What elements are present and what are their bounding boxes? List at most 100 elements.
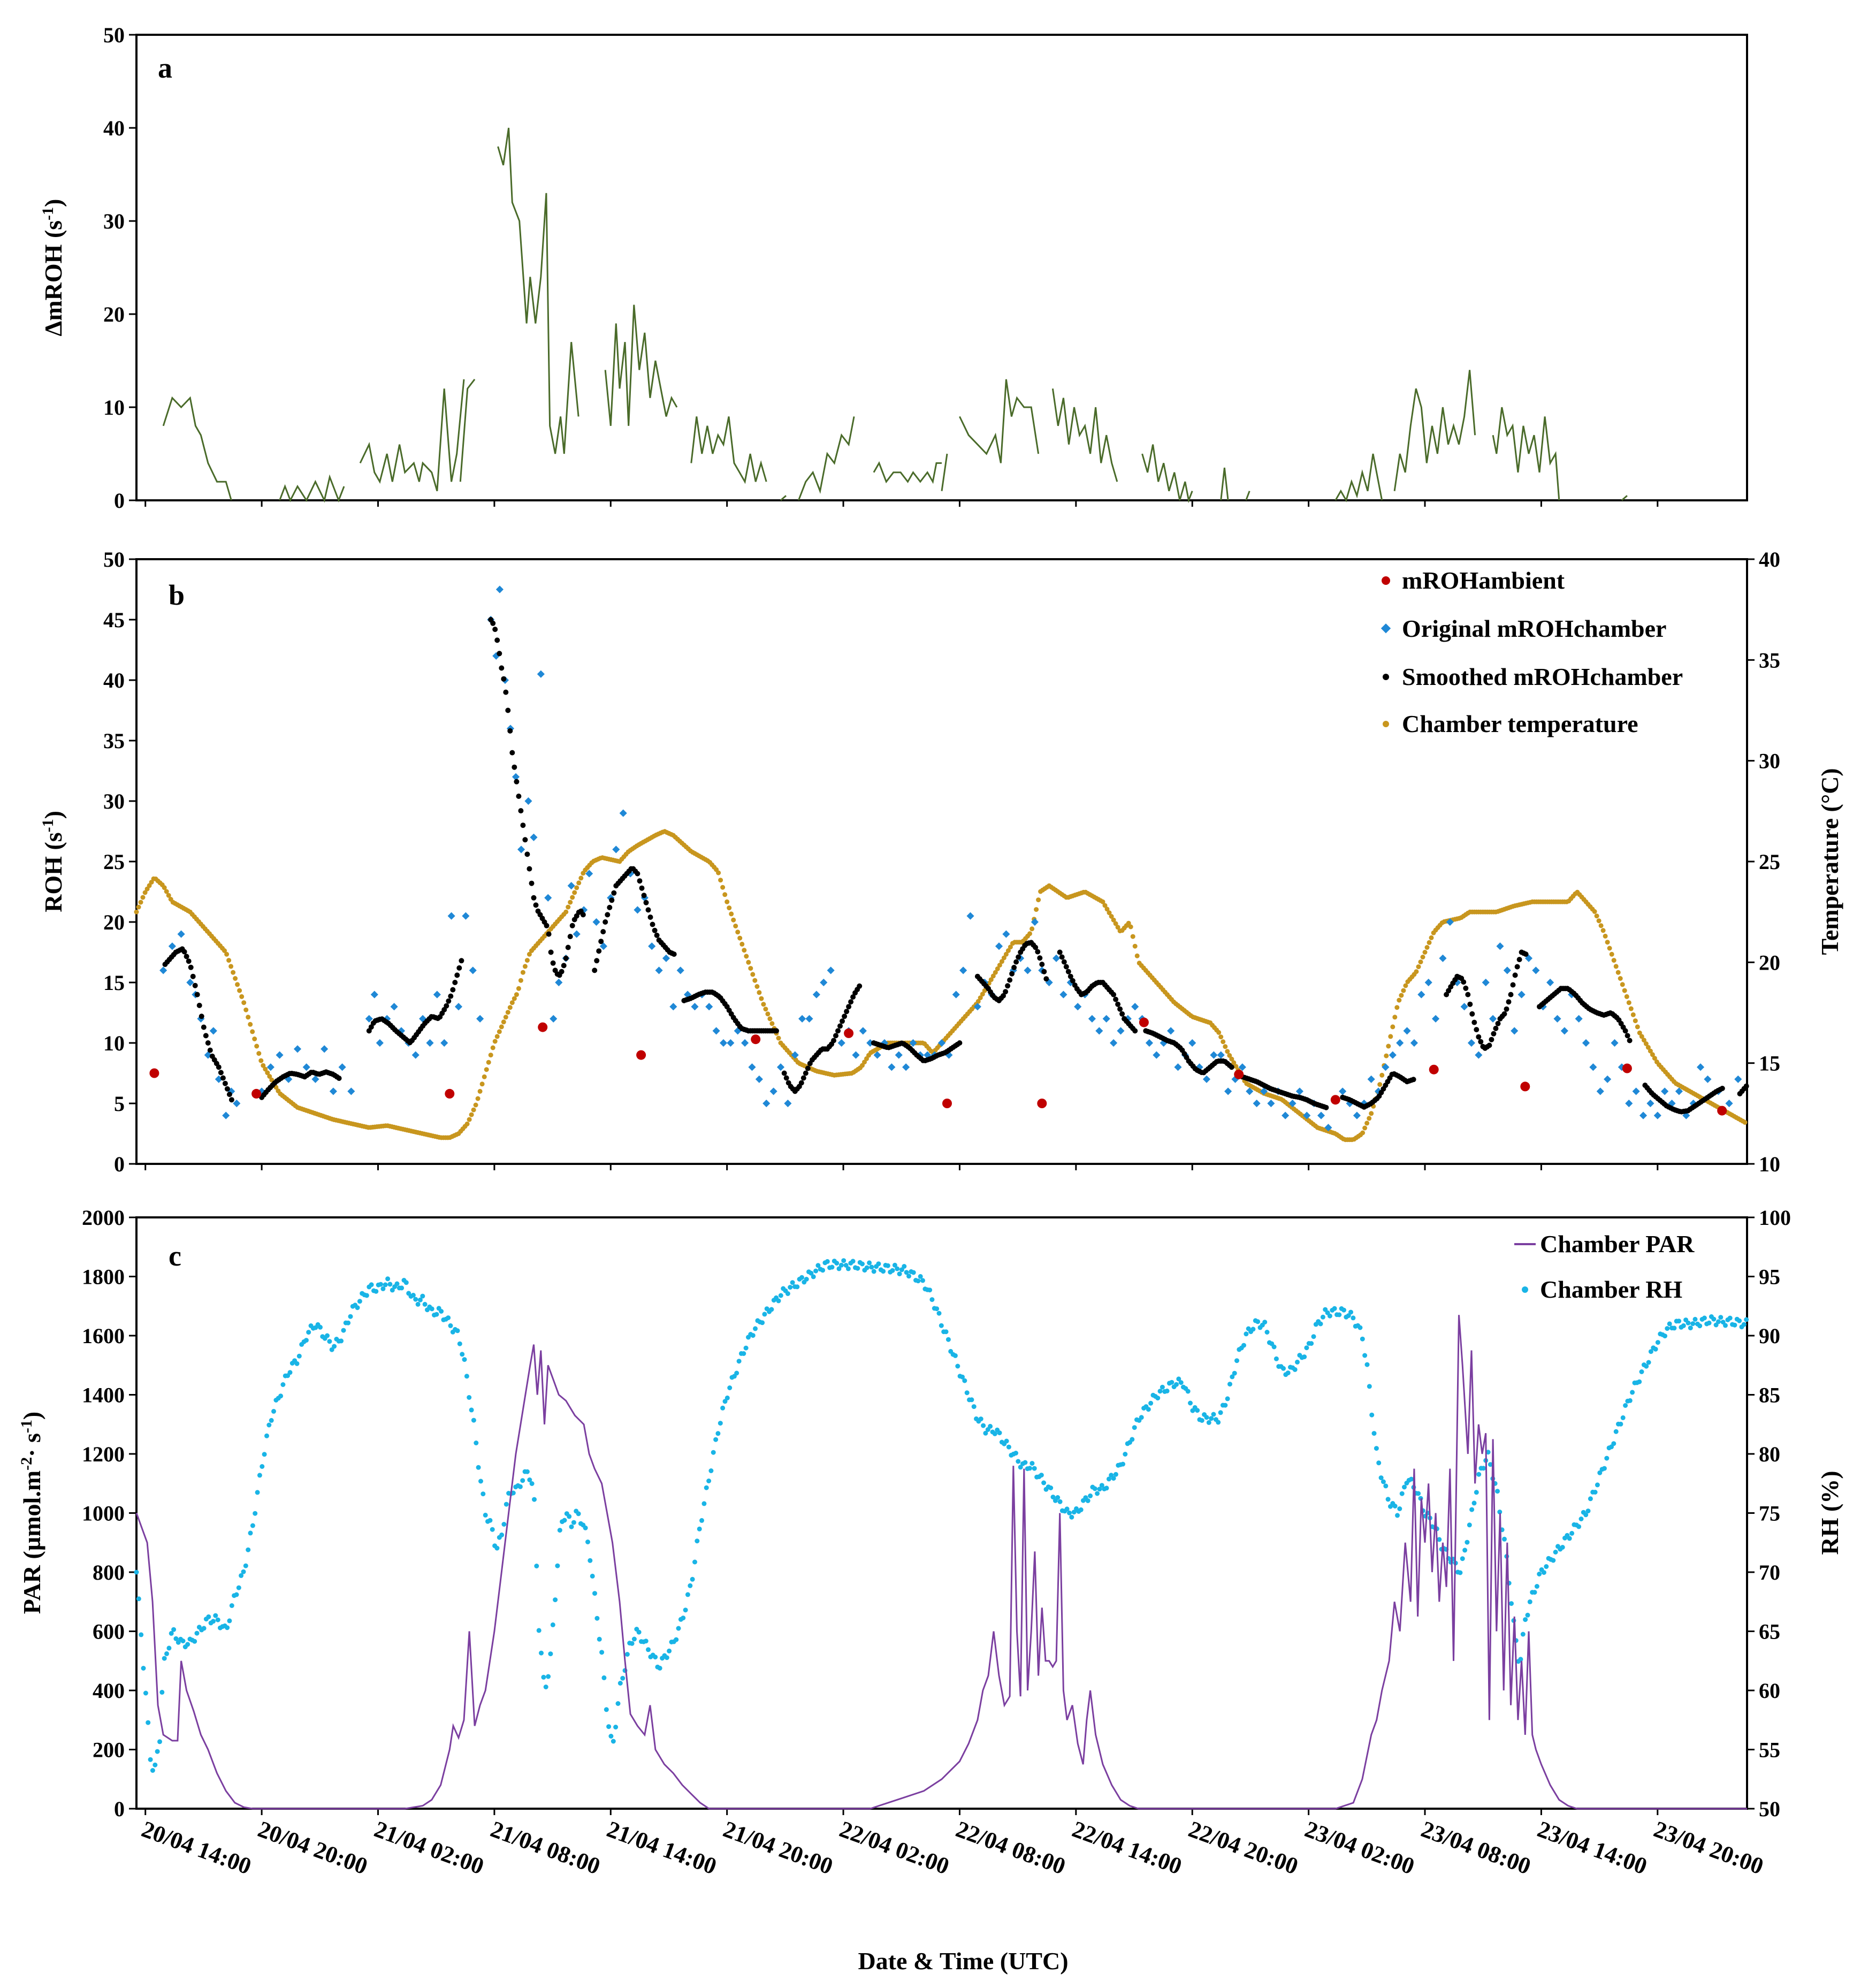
temperature-point: [988, 977, 994, 982]
rh-point: [1402, 1484, 1407, 1490]
smoothed-mroh-point: [188, 964, 194, 970]
rh-point: [1611, 1441, 1616, 1446]
original-mroh-point: [544, 894, 552, 902]
smoothed-mroh-point: [446, 998, 452, 1004]
rh-point: [527, 1477, 532, 1482]
rh-point: [271, 1408, 276, 1414]
rh-point: [1374, 1446, 1379, 1451]
rh-point: [1113, 1472, 1118, 1477]
smoothed-mroh-point: [609, 897, 615, 903]
temperature-point: [765, 1011, 771, 1017]
rh-point: [332, 1344, 337, 1349]
rh-point: [490, 1527, 495, 1532]
smoothed-mroh-point: [652, 927, 658, 933]
smoothed-mroh-point: [1489, 1037, 1494, 1042]
rh-point: [997, 1430, 1002, 1436]
original-mroh-point: [995, 942, 1003, 950]
rh-point: [229, 1603, 234, 1608]
smoothed-mroh-point: [1495, 1020, 1501, 1026]
smoothed-mroh-point: [546, 931, 552, 937]
x-tick-label: 23/04 20:00: [1650, 1816, 1767, 1879]
temperature-point: [224, 951, 230, 957]
rh-point: [383, 1282, 388, 1287]
rh-point: [1360, 1336, 1365, 1342]
temperature-point: [746, 959, 751, 965]
rh-point: [1273, 1356, 1279, 1361]
rh-point: [876, 1261, 881, 1267]
panel-a-ylabel: ΔmROH (s-1): [39, 199, 67, 337]
temperature-point: [1607, 946, 1612, 951]
x-tick-label: 22/04 14:00: [1069, 1816, 1185, 1879]
original-mroh-point: [222, 1111, 230, 1119]
rh-point: [1471, 1500, 1477, 1506]
rh-point: [971, 1404, 977, 1409]
rh-point: [918, 1274, 923, 1279]
smoothed-mroh-point: [645, 907, 651, 913]
rh-point: [685, 1592, 690, 1597]
x-tick-label: 23/04 02:00: [1301, 1816, 1418, 1879]
rh-point: [962, 1378, 967, 1383]
rh-point: [1706, 1320, 1712, 1325]
rh-point: [1341, 1307, 1346, 1313]
x-tick-label: 23/04 08:00: [1418, 1816, 1535, 1879]
rh-point: [1383, 1483, 1389, 1489]
rh-point: [1346, 1313, 1351, 1319]
rh-point: [1460, 1556, 1465, 1561]
y-tick-label-b: 10: [103, 1031, 125, 1055]
rh-point: [657, 1665, 662, 1671]
original-mroh-point: [1167, 1027, 1175, 1035]
temperature-point: [1639, 1034, 1644, 1039]
smoothed-mroh-point: [833, 1033, 838, 1039]
original-mroh-point: [537, 670, 545, 678]
smoothed-mroh-point: [1009, 971, 1015, 977]
temperature-point: [990, 973, 996, 979]
rh-point: [150, 1768, 155, 1773]
temperature-point: [568, 900, 573, 905]
smoothed-mroh-point: [514, 779, 520, 784]
rh-point: [457, 1341, 462, 1346]
smoothed-mroh-point: [216, 1064, 222, 1070]
rh-point: [567, 1514, 572, 1519]
x-tick-label: 21/04 14:00: [604, 1816, 720, 1879]
rh-series: [134, 1258, 1749, 1773]
rh-point: [1195, 1408, 1200, 1413]
y-tick-label-c: 400: [93, 1679, 125, 1703]
temperature-point: [999, 959, 1004, 964]
rh-point: [964, 1390, 970, 1396]
rh-point: [1655, 1340, 1660, 1345]
rh-point: [1416, 1491, 1421, 1496]
temperature-point: [1427, 940, 1432, 945]
rh-point: [825, 1259, 830, 1264]
temperature-point: [1422, 950, 1428, 955]
rh-point: [346, 1320, 351, 1325]
temperature-point: [1130, 934, 1135, 939]
original-mroh-point: [1145, 1039, 1154, 1047]
rh-point: [420, 1293, 425, 1299]
rh-point: [211, 1619, 216, 1624]
original-mroh-point: [585, 870, 593, 878]
rh-point: [734, 1370, 739, 1376]
temperature-point: [524, 958, 530, 963]
temperature-point: [527, 951, 532, 957]
rh-point: [604, 1707, 609, 1712]
temperature-point: [1102, 903, 1108, 908]
rh-point: [1509, 1601, 1514, 1606]
rh-point: [1018, 1465, 1023, 1470]
rh-point: [704, 1485, 709, 1490]
rh-point: [257, 1473, 262, 1478]
legend-b-marker-temperature: [1383, 721, 1389, 727]
temperature-point: [1362, 1125, 1368, 1131]
rh-point: [1458, 1570, 1463, 1575]
smoothed-mroh-point: [190, 973, 196, 979]
temperature-point: [759, 996, 764, 1001]
original-mroh-point: [168, 942, 176, 950]
ambient-mroh-point: [751, 1034, 761, 1045]
rh-point: [843, 1263, 849, 1268]
rh-point: [1271, 1344, 1277, 1350]
original-mroh-point: [909, 1039, 917, 1047]
original-mroh-point: [1503, 966, 1511, 974]
smoothed-mroh-point: [1512, 972, 1518, 978]
x-tick-label: 22/04 20:00: [1185, 1816, 1302, 1879]
rh-point: [1099, 1483, 1104, 1488]
original-mroh-point: [1460, 1003, 1468, 1011]
